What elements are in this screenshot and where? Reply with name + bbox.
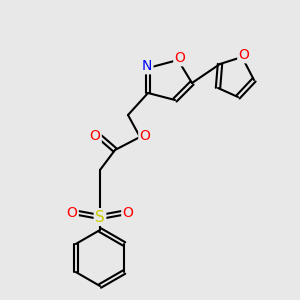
Text: O: O — [67, 206, 77, 220]
Text: O: O — [90, 129, 101, 143]
Text: O: O — [123, 206, 134, 220]
Text: S: S — [95, 209, 105, 224]
Text: O: O — [140, 129, 150, 143]
Text: O: O — [175, 51, 185, 65]
Text: O: O — [238, 48, 249, 62]
Text: N: N — [142, 59, 152, 73]
